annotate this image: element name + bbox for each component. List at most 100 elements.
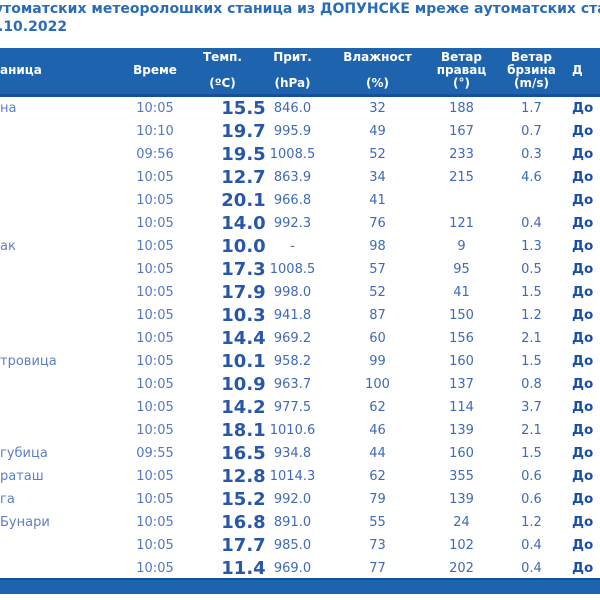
humidity-cell: 79 <box>369 492 386 507</box>
wind-direction-cell: 150 <box>449 308 474 323</box>
humidity-cell: 87 <box>369 308 386 323</box>
network-cell: До <box>572 445 594 461</box>
humidity-cell: 46 <box>369 423 386 438</box>
time-cell: 09:55 <box>136 446 174 461</box>
column-header-temperature: Темп. (ºC) <box>190 48 255 94</box>
wind-speed-cell: 0.6 <box>521 469 542 484</box>
wind-direction-cell: 114 <box>449 400 474 415</box>
time-cell: 10:05 <box>136 216 174 231</box>
humidity-cell: 60 <box>369 331 386 346</box>
time-cell: 10:05 <box>136 101 174 116</box>
temperature-cell: 20.1 <box>221 190 266 211</box>
network-cell: До <box>572 514 594 530</box>
column-header-humidity: Влажност (%) <box>330 48 425 94</box>
pressure-cell: 985.0 <box>273 538 312 553</box>
temperature-cell: 15.5 <box>221 98 266 119</box>
pressure-cell: 995.9 <box>273 124 312 139</box>
humidity-cell: 57 <box>369 262 386 277</box>
wind-speed-cell: 0.8 <box>521 377 542 392</box>
humidity-cell: 62 <box>369 469 386 484</box>
column-header-time-label: Време <box>133 63 177 77</box>
station-name: Бунари <box>0 515 50 530</box>
table-row: 10:05 14.0 992.3 76 121 0.4 До <box>0 212 600 235</box>
temperature-cell: 10.9 <box>221 374 266 395</box>
wind-direction-cell: 41 <box>453 285 470 300</box>
wind-speed-cell: 4.6 <box>521 170 542 185</box>
pressure-cell: 969.0 <box>273 561 312 576</box>
wind-direction-cell: 9 <box>457 239 466 254</box>
table-header: аница Време Темп. (ºC) Прит. (hPa) Влажн… <box>0 48 600 97</box>
network-cell: До <box>572 169 594 185</box>
wind-direction-cell: 139 <box>449 423 474 438</box>
pressure-cell: 934.8 <box>273 446 312 461</box>
temperature-cell: 19.5 <box>221 144 266 165</box>
pressure-cell: 1010.6 <box>269 423 316 438</box>
pressure-cell: 992.3 <box>273 216 312 231</box>
network-cell: До <box>572 537 594 553</box>
table-row: 10:05 17.7 985.0 73 102 0.4 До <box>0 534 600 557</box>
pressure-cell: 863.9 <box>273 170 312 185</box>
network-cell: До <box>572 330 594 346</box>
wind-speed-cell: 1.2 <box>521 308 542 323</box>
temperature-cell: 19.7 <box>221 121 266 142</box>
temperature-cell: 18.1 <box>221 420 266 441</box>
table-row: 10:10 19.7 995.9 49 167 0.7 До <box>0 120 600 143</box>
station-name: на <box>0 101 17 116</box>
humidity-cell: 99 <box>369 354 386 369</box>
network-cell: До <box>572 399 594 415</box>
wind-speed-cell: 0.4 <box>521 216 542 231</box>
pressure-cell: 998.0 <box>273 285 312 300</box>
humidity-cell: 34 <box>369 170 386 185</box>
pressure-cell: 969.2 <box>273 331 312 346</box>
network-cell: До <box>572 422 594 438</box>
station-name: тровица <box>0 354 57 369</box>
wind-speed-cell: 2.1 <box>521 331 542 346</box>
wind-speed-cell: 1.2 <box>521 515 542 530</box>
temperature-cell: 17.3 <box>221 259 266 280</box>
wind-speed-cell: 1.5 <box>521 285 542 300</box>
wind-direction-cell: 156 <box>449 331 474 346</box>
column-header-pressure: Прит. (hPa) <box>255 48 330 94</box>
temperature-cell: 12.8 <box>221 466 266 487</box>
station-name: га <box>0 492 15 507</box>
table-row: 10:05 11.4 969.0 77 202 0.4 До <box>0 557 600 580</box>
time-cell: 10:05 <box>136 492 174 507</box>
table-row: 10:05 20.1 966.8 41 До <box>0 189 600 212</box>
humidity-cell: 100 <box>365 377 390 392</box>
column-header-station-label: аница <box>0 63 42 77</box>
network-cell: До <box>572 123 594 139</box>
column-header-wind-speed: Ветар брзина (m/s) <box>498 48 565 94</box>
network-cell: До <box>572 376 594 392</box>
table-row: губица 09:55 16.5 934.8 44 160 1.5 До <box>0 442 600 465</box>
network-cell: До <box>572 261 594 277</box>
wind-direction-cell: 137 <box>449 377 474 392</box>
pressure-cell: - <box>290 239 295 254</box>
footer-bar <box>0 578 600 594</box>
wind-speed-cell: 0.5 <box>521 262 542 277</box>
time-cell: 10:05 <box>136 239 174 254</box>
table-row: 10:05 17.3 1008.5 57 95 0.5 До <box>0 258 600 281</box>
temperature-cell: 14.2 <box>221 397 266 418</box>
table-row: 10:05 12.7 863.9 34 215 4.6 До <box>0 166 600 189</box>
table-row: 10:05 14.4 969.2 60 156 2.1 До <box>0 327 600 350</box>
station-name: губица <box>0 446 48 461</box>
table-row: 10:05 18.1 1010.6 46 139 2.1 До <box>0 419 600 442</box>
table-row: 09:56 19.5 1008.5 52 233 0.3 До <box>0 143 600 166</box>
wind-speed-unit: (m/s) <box>514 76 549 90</box>
humidity-cell: 98 <box>369 239 386 254</box>
temperature-unit: (ºC) <box>209 76 236 90</box>
network-cell: До <box>572 192 594 208</box>
humidity-cell: 32 <box>369 101 386 116</box>
pressure-label: Прит. <box>273 50 312 64</box>
time-cell: 10:05 <box>136 400 174 415</box>
temperature-cell: 10.3 <box>221 305 266 326</box>
time-cell: 10:10 <box>136 124 174 139</box>
wind-direction-cell: 102 <box>449 538 474 553</box>
table-row: 10:05 10.3 941.8 87 150 1.2 До <box>0 304 600 327</box>
wind-direction-cell: 121 <box>449 216 474 231</box>
temperature-cell: 12.7 <box>221 167 266 188</box>
temperature-cell: 14.0 <box>221 213 266 234</box>
wind-speed-cell: 2.1 <box>521 423 542 438</box>
column-header-station: аница <box>0 48 110 94</box>
humidity-cell: 62 <box>369 400 386 415</box>
